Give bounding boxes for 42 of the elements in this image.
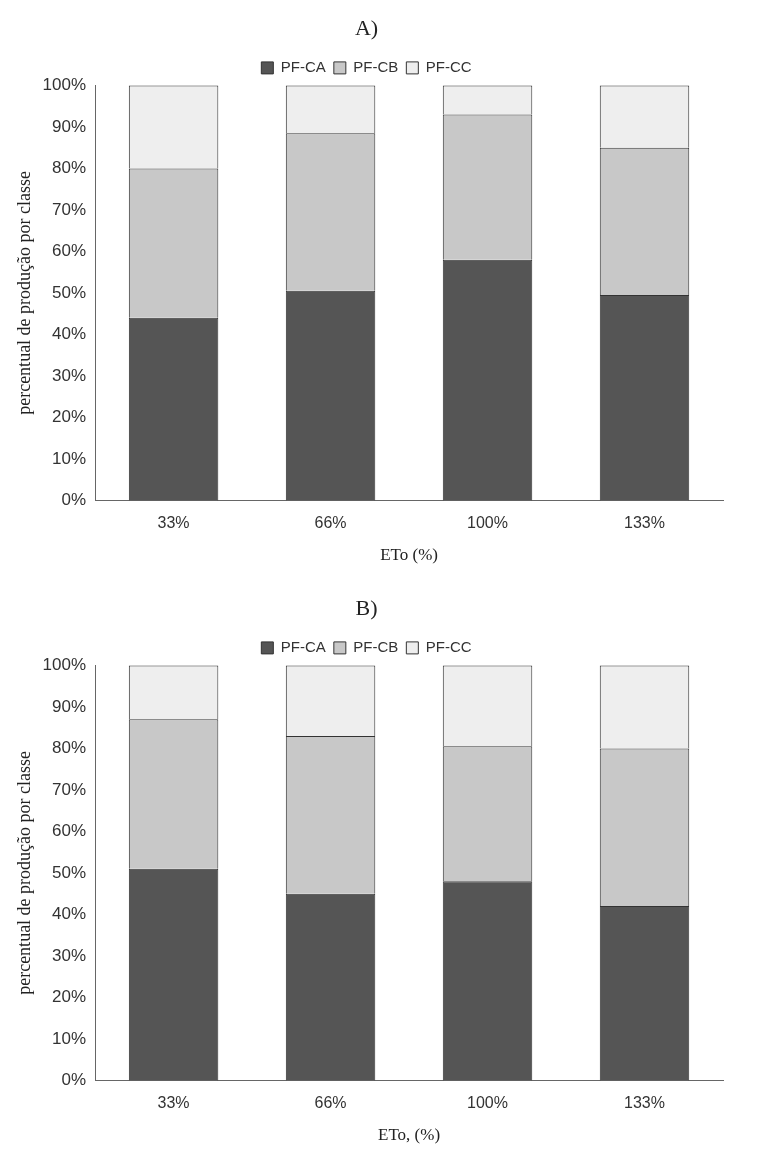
y-tick-label: 80% [52,158,87,178]
x-tick-label: 33% [157,1094,190,1112]
legend-label: PF-CA [280,58,326,76]
y-tick-label: 90% [52,696,87,716]
y-tick-label: 90% [52,116,87,136]
y-tick-label: 20% [52,987,87,1007]
y-tick-label: 50% [52,862,87,882]
x-tick-label: 133% [624,514,665,532]
y-tick-label: 20% [52,407,87,427]
x-tick-label: 100% [467,514,508,532]
chart-title: A) [354,14,379,40]
y-tick-label: 80% [52,738,87,758]
y-tick-label: 30% [52,945,87,965]
x-tick-label: 33% [157,514,190,532]
y-tick-label: 10% [52,448,87,468]
y-axis-title: percentual de produção por classe [13,170,34,415]
y-tick-label: 40% [52,904,87,924]
x-axis-title: ETo, (%) [378,1125,441,1145]
x-axis-title: ETo (%) [380,545,438,565]
x-tick-label: 100% [467,1094,508,1112]
chart-title: B) [355,594,378,620]
y-tick-label: 50% [52,282,87,302]
y-tick-label: 60% [52,821,87,841]
x-tick-label: 133% [624,1094,665,1112]
x-tick-label: 66% [314,1094,347,1112]
y-tick-label: 30% [52,365,87,385]
legend-label: PF-CB [353,58,399,76]
legend-label: PF-CB [353,638,399,656]
y-tick-label: 0% [61,490,87,510]
y-tick-label: 0% [61,1070,87,1090]
legend-label: PF-CC [425,638,472,656]
y-tick-label: 60% [52,241,87,261]
y-tick-label: 100% [42,655,87,675]
legend-label: PF-CC [425,58,472,76]
y-tick-label: 70% [52,779,87,799]
y-tick-label: 10% [52,1028,87,1048]
y-tick-label: 40% [52,324,87,344]
y-axis-title: percentual de produção por classe [13,750,34,995]
x-tick-label: 66% [314,514,347,532]
legend-label: PF-CA [280,638,326,656]
y-tick-label: 70% [52,199,87,219]
y-tick-label: 100% [42,75,87,95]
